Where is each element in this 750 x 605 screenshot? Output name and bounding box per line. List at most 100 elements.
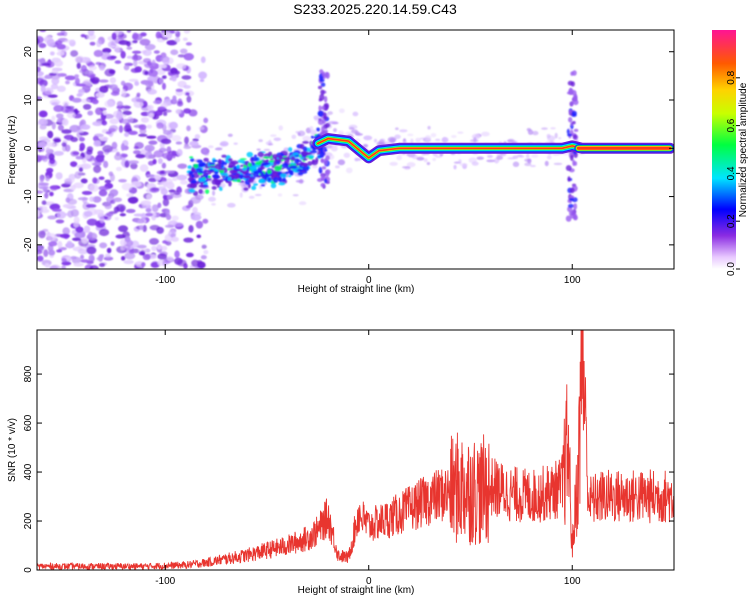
- heatmap-cell: [148, 112, 155, 118]
- heatmap-cell: [83, 225, 91, 233]
- heatmap-cell: [272, 153, 278, 159]
- heatmap-cell: [118, 225, 129, 233]
- heatmap-cell: [158, 77, 164, 84]
- heatmap-cell: [57, 240, 63, 249]
- heatmap-cell: [202, 148, 207, 153]
- heatmap-cell: [169, 30, 175, 34]
- heatmap-cell: [200, 175, 206, 178]
- spectrogram-frame: [36, 29, 675, 270]
- heatmap-cell: [198, 170, 205, 174]
- heatmap-cell: [157, 202, 162, 209]
- heatmap-cell: [227, 133, 233, 137]
- heatmap-cell: [546, 155, 552, 160]
- heatmap-cell: [157, 253, 168, 260]
- heatmap-cell: [148, 140, 158, 145]
- heatmap-cell: [263, 162, 271, 165]
- heatmap-cell: [242, 175, 251, 179]
- heatmap-cell: [239, 164, 244, 168]
- heatmap-cell: [471, 161, 479, 166]
- heatmap-cell: [208, 145, 214, 149]
- heatmap-cell: [241, 167, 247, 171]
- heatmap-cell: [123, 82, 134, 91]
- heatmap-cell: [38, 205, 48, 210]
- heatmap-cell: [39, 208, 50, 214]
- heatmap-cell: [81, 81, 92, 89]
- heatmap-cell: [164, 170, 175, 174]
- heatmap-cell: [45, 146, 50, 152]
- heatmap-cell: [320, 82, 326, 87]
- heatmap-cell: [44, 192, 49, 199]
- heatmap-cell: [73, 221, 80, 228]
- heatmap-cell: [98, 228, 110, 237]
- heatmap-cell: [82, 103, 92, 110]
- heatmap-cell: [98, 79, 109, 83]
- spectrogram-x-label: Height of straight line (km): [298, 284, 415, 295]
- heatmap-cell: [62, 227, 70, 236]
- heatmap-cell: [324, 148, 328, 152]
- heatmap-cell: [75, 155, 83, 160]
- heatmap-cell: [82, 157, 87, 164]
- heatmap-cell: [133, 124, 145, 129]
- heatmap-cell: [147, 89, 157, 95]
- heatmap-cell: [253, 154, 258, 157]
- heatmap-cell: [451, 135, 457, 138]
- heatmap-cell: [176, 148, 183, 157]
- heatmap-cell: [174, 250, 180, 259]
- heatmap-cell: [237, 159, 245, 164]
- spectrogram-x-ticks: -100 0 100: [155, 30, 581, 286]
- heatmap-cell: [183, 145, 192, 149]
- heatmap-cell: [204, 152, 209, 156]
- heatmap-cell: [138, 133, 148, 137]
- heatmap-cell: [85, 70, 94, 75]
- heatmap-cell: [115, 204, 126, 212]
- spectrogram-heatmap: [37, 30, 674, 269]
- heatmap-cell: [211, 185, 217, 190]
- snr-panel: -100 0 100 0 200 400 600 800 Height of straigh…: [7, 329, 675, 596]
- heatmap-cell: [232, 174, 240, 180]
- heatmap-cell: [573, 128, 579, 132]
- heatmap-cell: [91, 99, 99, 105]
- heatmap-cell: [111, 32, 117, 41]
- heatmap-cell: [161, 36, 169, 41]
- heatmap-cell: [88, 231, 93, 238]
- heatmap-cell: [569, 197, 575, 202]
- heatmap-cell: [161, 31, 173, 39]
- heatmap-cell: [38, 182, 49, 186]
- heatmap-cell: [37, 255, 44, 262]
- heatmap-cell: [111, 141, 118, 150]
- heatmap-cell: [194, 134, 201, 140]
- heatmap-cell: [188, 188, 196, 193]
- heatmap-cell: [44, 87, 54, 95]
- heatmap-cell: [101, 120, 108, 126]
- heatmap-cell: [53, 105, 64, 113]
- heatmap-cell: [55, 219, 65, 224]
- heatmap-cell: [142, 253, 151, 261]
- heatmap-cell: [55, 172, 63, 180]
- heatmap-cell: [74, 77, 80, 86]
- heatmap-cell: [37, 61, 41, 66]
- heatmap-cell: [53, 150, 64, 156]
- heatmap-cell: [128, 249, 135, 254]
- heatmap-cell: [110, 241, 115, 246]
- heatmap-cell: [218, 186, 223, 192]
- heatmap-cell: [108, 69, 116, 74]
- heatmap-cell: [319, 93, 325, 101]
- heatmap-cell: [185, 42, 193, 46]
- heatmap-cell: [64, 75, 76, 81]
- heatmap-cell: [134, 81, 140, 86]
- heatmap-cell: [406, 162, 416, 168]
- heatmap-cell: [198, 188, 203, 195]
- heatmap-cell: [120, 256, 126, 261]
- heatmap-cell: [319, 78, 325, 83]
- heatmap-cell: [87, 110, 94, 116]
- heatmap-cell: [228, 180, 232, 187]
- heatmap-cell: [188, 109, 198, 117]
- heatmap-cell: [411, 154, 418, 160]
- heatmap-cell: [276, 152, 285, 158]
- heatmap-cell: [476, 156, 484, 160]
- heatmap-cell: [61, 142, 67, 147]
- heatmap-cell: [151, 245, 157, 252]
- heatmap-cell: [263, 174, 269, 178]
- snr-x-label: Height of straight line (km): [298, 585, 415, 596]
- heatmap-cell: [126, 193, 134, 198]
